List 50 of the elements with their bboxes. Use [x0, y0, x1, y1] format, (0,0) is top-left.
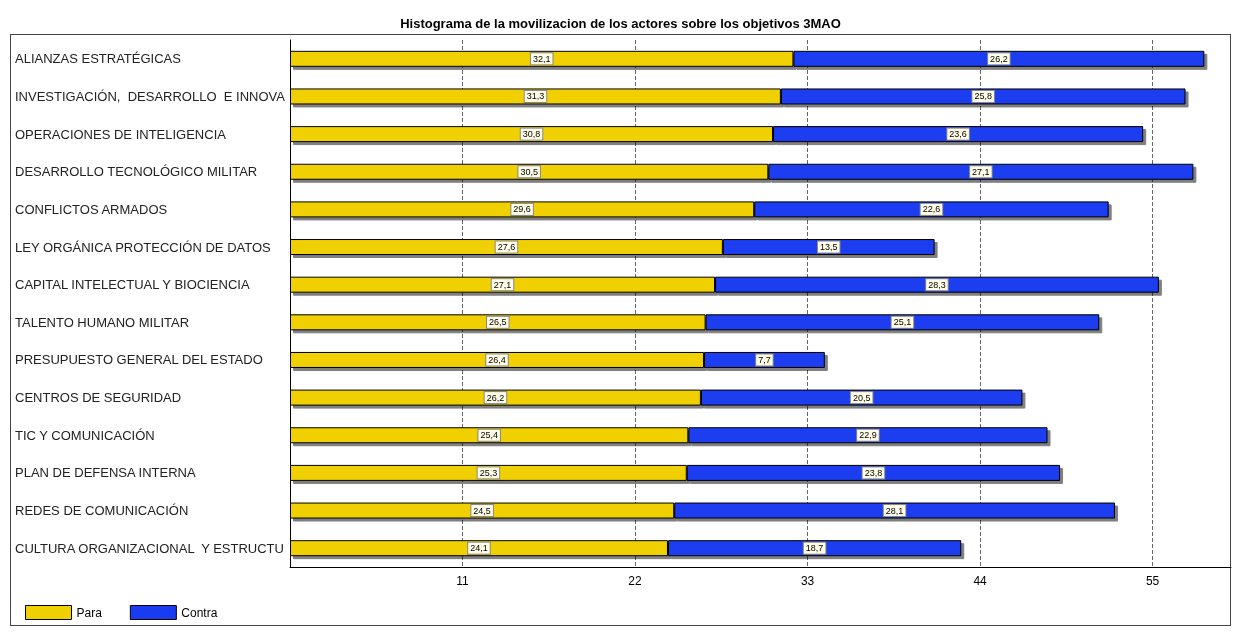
data-label: 7,7 — [758, 354, 771, 365]
legend-label: Para — [76, 605, 103, 620]
y-tick-label: PRESUPUESTO GENERAL DEL ESTADO — [15, 352, 263, 368]
data-label: 25,3 — [479, 467, 498, 478]
data-label: 22,6 — [922, 204, 941, 215]
y-tick-label: TALENTO HUMANO MILITAR — [15, 314, 190, 330]
data-label: 20,5 — [852, 392, 871, 403]
data-label: 30,8 — [522, 129, 541, 140]
x-tick-label: 11 — [456, 574, 470, 588]
y-tick-label: CONFLICTOS ARMADOS — [15, 201, 168, 217]
data-label: 22,9 — [859, 430, 877, 441]
data-label: 27,1 — [493, 279, 512, 290]
data-label: 23,6 — [949, 129, 967, 140]
y-tick-label: LEY ORGÁNICA PROTECCIÓN DE DATOS — [15, 239, 272, 255]
y-tick-label: REDES DE COMUNICACIÓN — [15, 503, 189, 519]
data-label: 28,3 — [928, 279, 946, 290]
data-label: 13,5 — [819, 242, 838, 253]
x-tick-label: 22 — [628, 574, 643, 588]
data-label: 26,5 — [489, 317, 507, 328]
data-label: 28,1 — [885, 505, 904, 516]
x-tick-label: 33 — [800, 574, 815, 588]
data-label: 30,5 — [520, 166, 538, 177]
y-tick-label: ALIANZAS ESTRATÉGICAS — [15, 51, 182, 67]
legend-label: Contra — [181, 605, 218, 620]
data-label: 31,3 — [526, 91, 545, 102]
x-tick-label: 55 — [1145, 574, 1160, 588]
y-tick-label: OPERACIONES DE INTELIGENCIA — [15, 126, 227, 142]
x-tick-label: 44 — [973, 574, 988, 588]
y-tick-label: INVESTIGACIÓN, DESARROLLO E INNOVA — [15, 88, 286, 104]
data-label: 29,6 — [513, 204, 531, 215]
data-label: 26,4 — [488, 354, 506, 365]
y-tick-label: PLAN DE DEFENSA INTERNA — [15, 465, 196, 481]
data-label: 24,1 — [470, 543, 488, 554]
y-tick-label: DESARROLLO TECNOLÓGICO MILITAR — [15, 164, 258, 180]
data-label: 32,1 — [532, 53, 551, 64]
data-label: 26,2 — [486, 392, 505, 403]
data-label: 23,8 — [864, 467, 883, 478]
data-label: 26,2 — [990, 53, 1008, 64]
data-label: 27,6 — [497, 242, 516, 253]
data-label: 27,1 — [972, 166, 990, 177]
data-label: 24,5 — [473, 505, 491, 516]
y-tick-label: TIC Y COMUNICACIÓN — [15, 427, 155, 443]
y-tick-label: CENTROS DE SEGURIDAD — [15, 390, 182, 406]
data-label: 25,8 — [974, 91, 992, 102]
data-label: 25,4 — [480, 430, 498, 441]
data-label: 18,7 — [805, 543, 824, 554]
chart-title: Histograma de la movilizacion de los actores sobre los objetivos 3MAO — [400, 16, 841, 31]
data-label: 25,1 — [893, 317, 912, 328]
y-tick-label: CAPITAL INTELECTUAL Y BIOCIENCIA — [15, 277, 250, 293]
y-tick-label: CULTURA ORGANIZACIONAL Y ESTRUCTU — [15, 540, 284, 556]
